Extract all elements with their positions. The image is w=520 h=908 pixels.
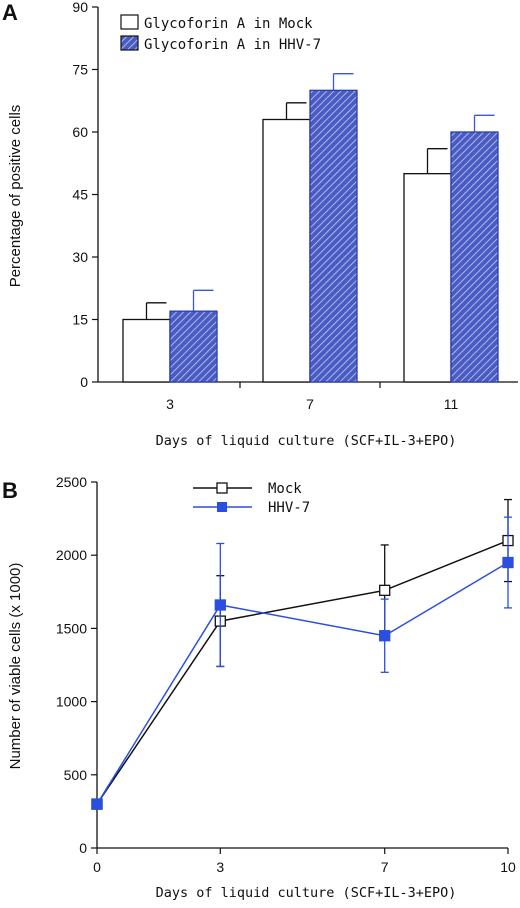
line-x-tick-label: 10 <box>500 859 516 875</box>
line-chart-panel: 0 500 1000 1500 2000 2500 0 3 7 10 <box>56 474 516 875</box>
panel-a-letter: A <box>2 0 18 25</box>
bar-chart-ylabel: Percentage of positive cells <box>7 105 24 288</box>
bar-y-tick-label: 45 <box>72 187 88 203</box>
bar-x-tick-label: 11 <box>444 396 459 412</box>
line-y-tick-label: 2000 <box>56 547 87 563</box>
point-hhv7 <box>214 599 226 611</box>
line-y-tick-label: 1000 <box>56 694 87 710</box>
bar-x-tick-label: 3 <box>166 396 174 412</box>
bar-hhv7 <box>169 310 218 383</box>
point-hhv7 <box>379 630 391 642</box>
legend-swatch-hhv7 <box>120 35 139 51</box>
legend-label-mock: Mock <box>268 481 302 497</box>
line-y-tick-label: 500 <box>64 767 88 783</box>
legend-label-hhv7: HHV-7 <box>268 500 310 516</box>
panel-b-letter: B <box>2 478 18 503</box>
point-hhv7 <box>91 798 103 810</box>
point-mock <box>379 584 391 596</box>
bar-y-tick-label: 0 <box>80 374 88 390</box>
bar-chart-panel: 0 15 30 45 60 75 90 3 7 11 <box>72 0 518 412</box>
line-y-tick-label: 1500 <box>56 620 87 636</box>
bar-y-tick-label: 30 <box>72 249 88 265</box>
line-x-tick-label: 7 <box>381 859 389 875</box>
line-chart-xlabel: Days of liquid culture (SCF+IL-3+EPO) <box>156 885 457 901</box>
series-line-mock <box>96 539 509 805</box>
point-hhv7 <box>502 556 514 569</box>
legend-label-mock-glycoforin: Glycoforin A in Mock <box>144 16 313 32</box>
bar-y-tick-label: 75 <box>72 62 88 78</box>
line-chart-ylabel: Number of viable cells (x 1000) <box>7 563 24 770</box>
line-x-tick-label: 3 <box>216 859 224 875</box>
legend-label-hhv7-glycoforin: Glycoforin A in HHV-7 <box>144 37 321 53</box>
bar-mock <box>403 173 452 383</box>
bar-y-tick-label: 90 <box>72 0 88 15</box>
series-line-hhv7 <box>96 561 509 805</box>
bar-mock <box>262 118 311 383</box>
bar-y-tick-label: 15 <box>72 312 88 328</box>
legend-marker-hhv7 <box>217 502 227 512</box>
legend-swatch-mock <box>120 14 139 30</box>
bar-hhv7 <box>309 89 358 383</box>
bar-mock <box>122 318 171 383</box>
bar-y-tick-label: 60 <box>72 124 88 140</box>
bar-x-tick-label: 7 <box>306 396 314 412</box>
legend-marker-mock <box>216 482 228 494</box>
bar-chart-xlabel: Days of liquid culture (SCF+IL-3+EPO) <box>156 433 457 449</box>
line-y-tick-label: 0 <box>79 840 87 856</box>
bar-hhv7 <box>450 131 499 383</box>
line-y-tick-label: 2500 <box>56 474 87 490</box>
line-x-tick-label: 0 <box>93 859 101 875</box>
